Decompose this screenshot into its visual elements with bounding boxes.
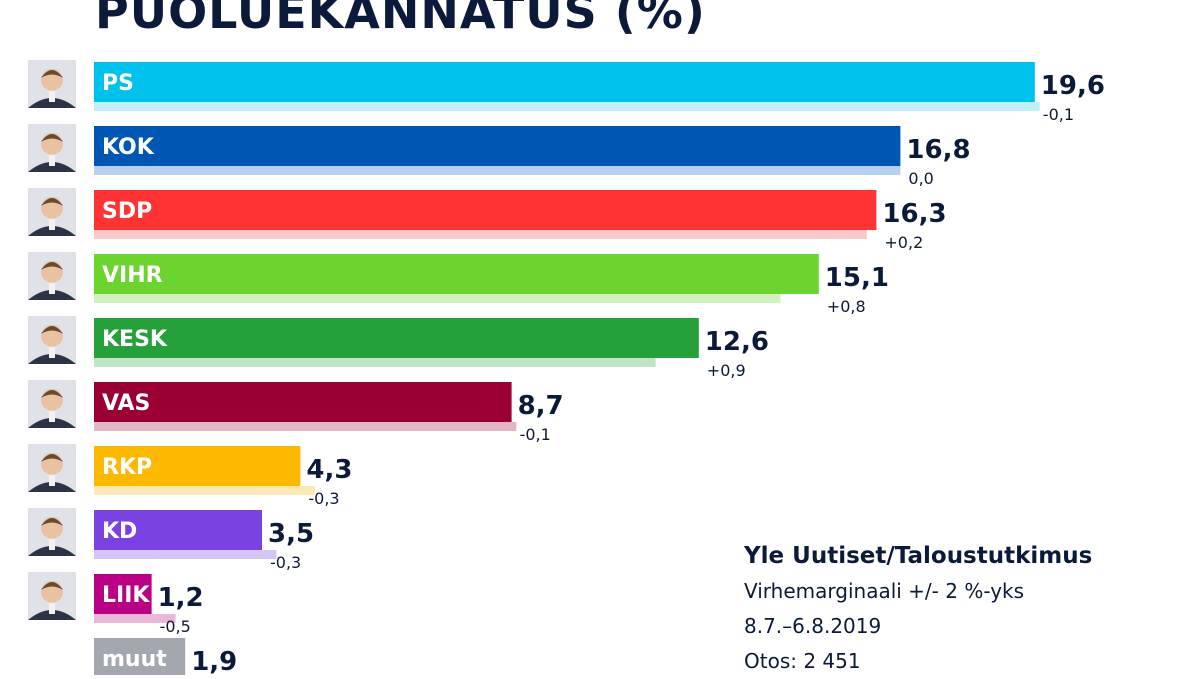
value-label-rkp: 4,3 xyxy=(306,455,352,485)
change-label-vihr: +0,8 xyxy=(827,297,866,316)
previous-bar-sdp xyxy=(94,230,867,239)
party-label-vas: VAS xyxy=(102,391,150,416)
value-label-vas: 8,7 xyxy=(518,391,564,421)
value-label-liik: 1,2 xyxy=(158,583,204,613)
avatar-liik xyxy=(28,572,76,620)
bar-kok xyxy=(94,126,901,166)
previous-bar-kok xyxy=(94,166,901,175)
avatar-vihr xyxy=(28,252,76,300)
value-label-ps: 19,6 xyxy=(1041,71,1105,101)
change-label-ps: -0,1 xyxy=(1043,105,1074,124)
change-label-kd: -0,3 xyxy=(270,553,301,572)
party-label-kd: KD xyxy=(102,519,137,544)
change-label-rkp: -0,3 xyxy=(308,489,339,508)
previous-bar-rkp xyxy=(94,486,315,495)
change-label-kesk: +0,9 xyxy=(707,361,746,380)
source-block: Yle Uutiset/Taloustutkimus Virhemarginaa… xyxy=(744,538,1092,679)
avatar-kok xyxy=(28,124,76,172)
value-label-kok: 16,8 xyxy=(906,135,970,165)
change-label-kok: 0,0 xyxy=(908,169,933,188)
party-label-sdp: SDP xyxy=(102,199,152,224)
bar-liik xyxy=(94,574,152,614)
party-label-muut: muut xyxy=(102,647,167,672)
party-label-kesk: KESK xyxy=(102,327,168,352)
bar-vas xyxy=(94,382,512,422)
source-title: Yle Uutiset/Taloustutkimus xyxy=(744,543,1093,569)
bar-rkp xyxy=(94,446,301,486)
chart-title: PUOLUEKANNATUS (%) xyxy=(95,0,706,39)
previous-bar-kesk xyxy=(94,358,656,367)
party-label-rkp: RKP xyxy=(102,455,152,480)
bar-kesk xyxy=(94,318,699,358)
bar-ps xyxy=(94,62,1035,102)
bar-kd xyxy=(94,510,262,550)
avatar-ps xyxy=(28,60,76,108)
avatar-kesk xyxy=(28,316,76,364)
avatar-kd xyxy=(28,508,76,556)
avatar-rkp xyxy=(28,444,76,492)
value-label-vihr: 15,1 xyxy=(825,263,889,293)
previous-bar-kd xyxy=(94,550,277,559)
survey-period: 8.7.–6.8.2019 xyxy=(744,614,882,638)
bar-muut xyxy=(94,638,186,675)
value-label-kesk: 12,6 xyxy=(705,327,769,357)
avatar-vas xyxy=(28,380,76,428)
change-label-vas: -0,1 xyxy=(520,425,551,444)
party-label-kok: KOK xyxy=(102,135,155,160)
value-label-muut: 1,9 xyxy=(191,647,237,675)
change-label-liik: -0,5 xyxy=(160,617,191,636)
change-label-sdp: +0,2 xyxy=(884,233,923,252)
previous-bar-ps xyxy=(94,102,1040,111)
value-label-kd: 3,5 xyxy=(268,519,314,549)
previous-bar-liik xyxy=(94,614,176,623)
bar-sdp xyxy=(94,190,877,230)
bar-vihr xyxy=(94,254,819,294)
value-label-sdp: 16,3 xyxy=(882,199,946,229)
sample-size: Otos: 2 451 xyxy=(744,649,861,673)
party-label-vihr: VIHR xyxy=(102,263,163,288)
party-label-liik: LIIK xyxy=(102,583,150,608)
avatar-sdp xyxy=(28,188,76,236)
error-margin: Virhemarginaali +/- 2 %-yks xyxy=(744,579,1025,603)
previous-bar-vas xyxy=(94,422,517,431)
party-label-ps: PS xyxy=(102,71,134,96)
previous-bar-vihr xyxy=(94,294,781,303)
